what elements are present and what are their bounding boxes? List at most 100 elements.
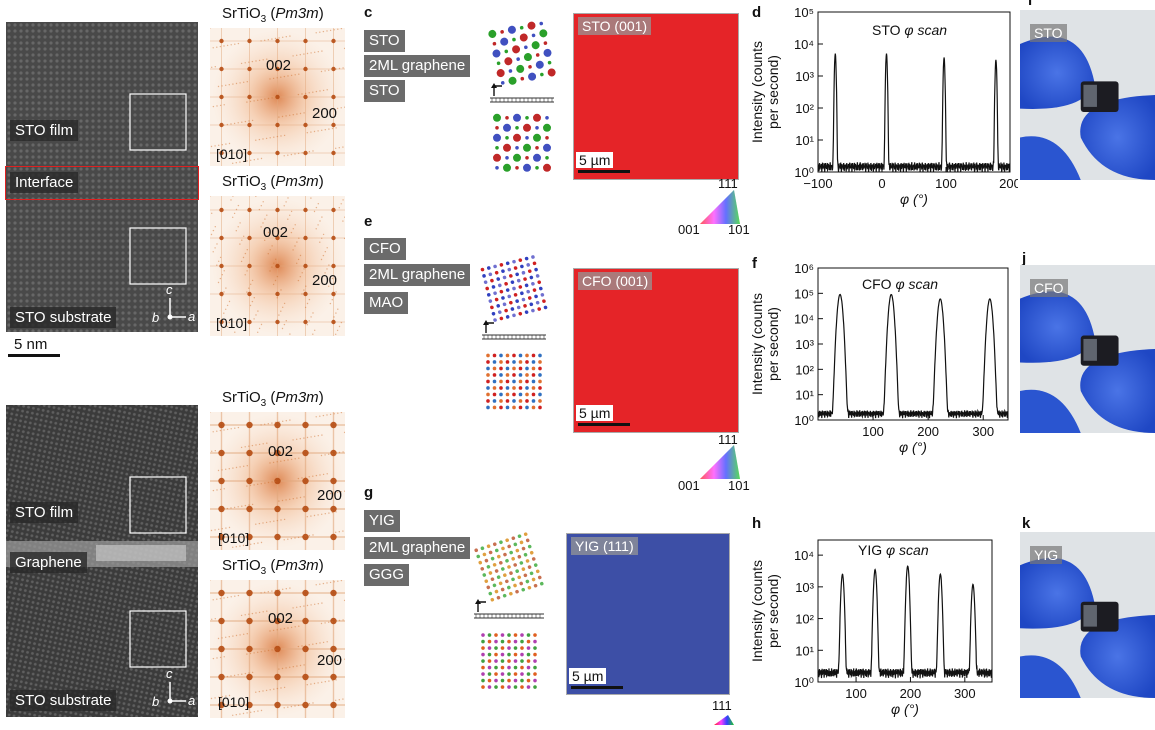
map-label-c: STO (001)	[578, 17, 651, 35]
fft-spot-002-a-top: 002	[266, 57, 291, 74]
series-line	[818, 54, 1010, 172]
layer-top-c: STO	[364, 30, 405, 52]
layer-top-e: CFO	[364, 238, 406, 260]
scale-bar-label-a: 5 nm	[14, 336, 47, 353]
panel-letter-i: i	[1028, 0, 1032, 9]
axis-c-a: c	[166, 282, 173, 297]
y-axis-label: Intensity (countsper second)	[749, 560, 781, 662]
ipf-key-1	[700, 190, 742, 226]
ipf-label-left-2: 001	[678, 478, 700, 493]
scale-bar-c	[578, 170, 630, 173]
graphene-label-b: Graphene	[10, 552, 87, 573]
y-tick-label: 10⁵	[794, 5, 814, 20]
interface-label-a: Interface	[10, 172, 78, 193]
photo-i: STO	[1020, 10, 1155, 180]
y-tick-label: 10⁰	[794, 413, 814, 428]
x-axis-label: φ (°)	[899, 439, 927, 455]
y-tick-label: 10⁰	[794, 675, 814, 690]
fft-spot-002-b-top: 002	[268, 443, 293, 460]
fft-spot-002-b-bottom: 002	[268, 610, 293, 627]
axis-b-b: b	[152, 694, 159, 709]
panel-letter-g: g	[364, 484, 373, 501]
y-tick-label: 10¹	[795, 133, 814, 148]
scan-title-f: CFO φ scan	[862, 276, 938, 292]
y-tick-label: 10⁴	[794, 548, 814, 563]
layer-mid-c: 2ML graphene	[364, 55, 470, 77]
fft-spot-200-b-bottom: 200	[317, 652, 342, 669]
y-tick-label: 10²	[795, 362, 814, 377]
scale-bar-label-g: 5 µm	[569, 668, 606, 684]
scale-bar-label-e: 5 µm	[576, 405, 613, 421]
panel-letter-c: c	[364, 4, 372, 21]
x-axis-label: φ (°)	[900, 191, 928, 207]
layer-top-g: YIG	[364, 510, 400, 532]
substrate-label-a: STO substrate	[10, 307, 116, 328]
scale-bar-e	[578, 423, 630, 426]
fft-title-a-top: SrTiO3 (Pm3m)	[222, 5, 324, 25]
photo-label-j: CFO	[1030, 279, 1068, 297]
ipf-key-3	[714, 712, 734, 722]
crystal-schematic-c	[486, 18, 558, 178]
panel-letter-k: k	[1022, 515, 1030, 532]
scale-bar-a	[8, 354, 60, 357]
axis-c-b: c	[166, 666, 173, 681]
panel-letter-e: e	[364, 213, 372, 230]
crystal-schematic-g	[470, 530, 548, 698]
y-tick-label: 10⁶	[794, 261, 814, 276]
axis-b-a: b	[152, 310, 159, 325]
x-tick-label: −100	[803, 176, 832, 191]
orientation-map-c: STO (001) 5 µm	[573, 13, 739, 180]
scan-title-d: STO φ scan	[872, 22, 947, 38]
ipf-label-right-2: 101	[728, 478, 750, 493]
scan-title-h: YIG φ scan	[858, 542, 929, 558]
y-axis-label: Intensity (countsper second)	[749, 293, 781, 395]
y-tick-label: 10³	[795, 337, 814, 352]
layer-bot-g: GGG	[364, 564, 409, 586]
y-tick-label: 10⁵	[794, 286, 814, 301]
fft-zone-a-bottom: [010]	[216, 315, 247, 331]
ipf-label-top-1: 111	[718, 176, 738, 191]
x-tick-label: 200	[917, 424, 939, 439]
series-line	[818, 295, 1008, 419]
scale-bar-g	[571, 686, 623, 689]
photo-label-k: YIG	[1030, 546, 1062, 564]
x-axis-label: φ (°)	[891, 701, 919, 717]
ipf-label-left-1: 001	[678, 222, 700, 237]
fft-title-a-bottom: SrTiO3 (Pm3m)	[222, 173, 324, 193]
fft-zone-b-top: [010]	[218, 530, 249, 546]
layer-mid-e: 2ML graphene	[364, 264, 470, 286]
layer-bot-c: STO	[364, 80, 405, 102]
fft-spot-200-a-bottom: 200	[312, 272, 337, 289]
photo-label-i: STO	[1030, 24, 1067, 42]
crystal-schematic-e	[478, 252, 550, 418]
y-tick-label: 10²	[795, 101, 814, 116]
fft-spot-200-b-top: 200	[317, 487, 342, 504]
y-tick-label: 10³	[795, 69, 814, 84]
fft-title-b-top: SrTiO3 (Pm3m)	[222, 389, 324, 409]
y-tick-label: 10⁴	[794, 37, 814, 52]
layer-bot-e: MAO	[364, 292, 408, 314]
x-tick-label: 100	[862, 424, 884, 439]
layer-mid-g: 2ML graphene	[364, 537, 470, 559]
axis-a-a: a	[188, 309, 195, 324]
fft-spot-002-a-bottom: 002	[263, 224, 288, 241]
orientation-map-e: CFO (001) 5 µm	[573, 268, 739, 433]
series-line	[818, 566, 992, 678]
photo-k: YIG	[1020, 532, 1155, 698]
map-label-e: CFO (001)	[578, 272, 652, 290]
map-label-g: YIG (111)	[571, 537, 638, 555]
x-tick-label: 200	[900, 686, 922, 701]
fft-spot-200-a-top: 200	[312, 105, 337, 122]
fft-title-b-bottom: SrTiO3 (Pm3m)	[222, 557, 324, 577]
substrate-label-b: STO substrate	[10, 690, 116, 711]
ipf-label-top-3: 111	[712, 698, 732, 713]
fft-zone-a-top: [010]	[216, 146, 247, 162]
y-axis-label: Intensity (countsper second)	[749, 41, 781, 143]
ipf-label-right-1: 101	[728, 222, 750, 237]
y-tick-label: 10²	[795, 612, 814, 627]
x-tick-label: 300	[972, 424, 994, 439]
fft-zone-b-bottom: [010]	[218, 694, 249, 710]
film-label-a: STO film	[10, 120, 78, 141]
panel-letter-h: h	[752, 515, 761, 532]
orientation-map-g: YIG (111) 5 µm	[566, 533, 730, 695]
